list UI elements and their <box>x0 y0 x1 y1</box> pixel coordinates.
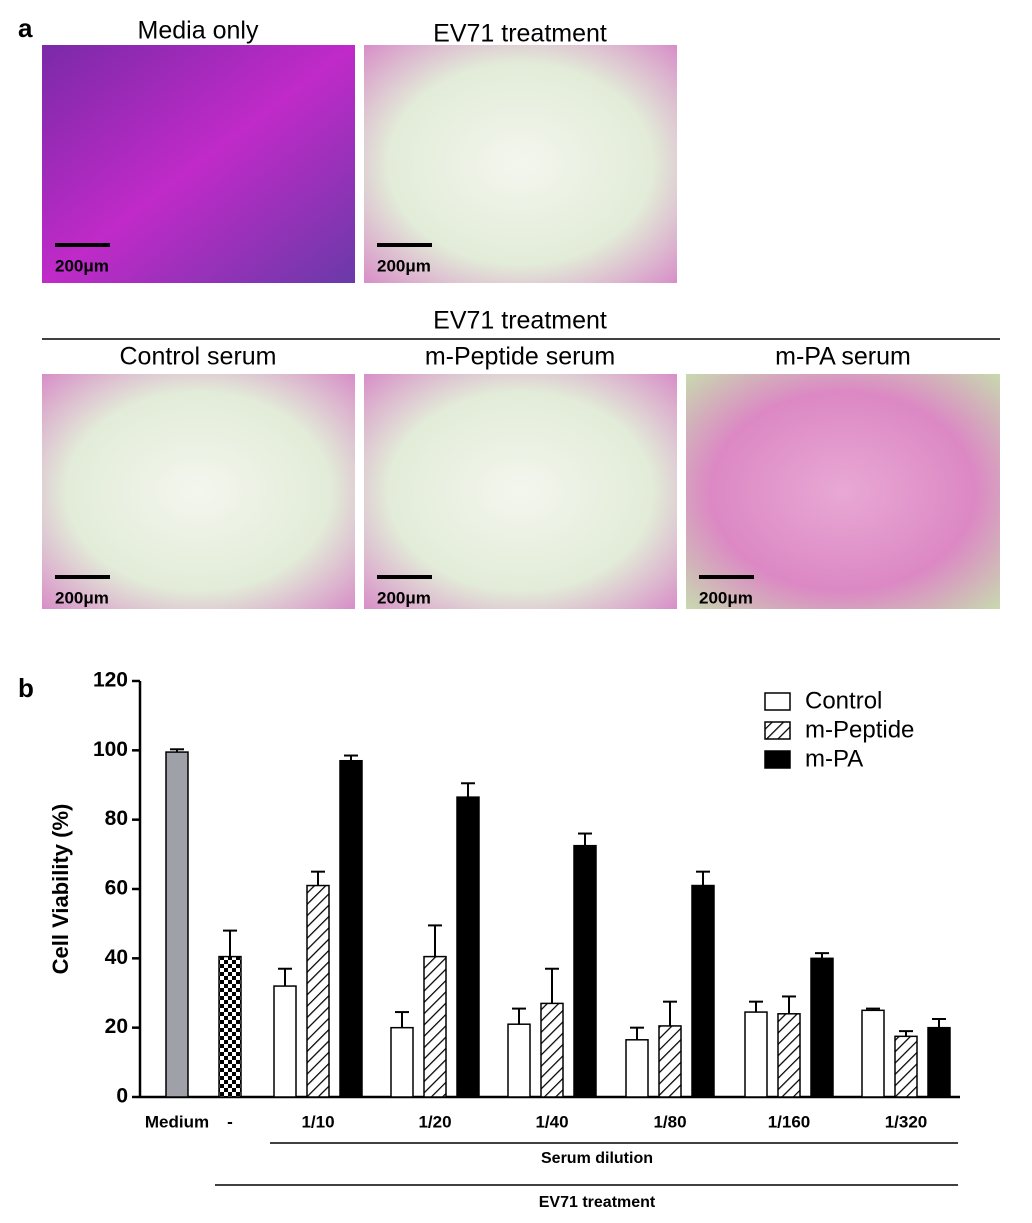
scale-bar-label: 200μm <box>699 588 753 607</box>
y-tick-label: 120 <box>93 669 128 692</box>
legend-swatch <box>764 750 791 769</box>
x-tick-label: - <box>227 1112 233 1131</box>
scale-bar-label: 200μm <box>377 256 431 275</box>
bar <box>456 796 480 1098</box>
bar <box>540 1002 564 1098</box>
micrograph <box>42 45 355 283</box>
bar <box>390 1026 414 1098</box>
y-axis-label: Cell Viability (%) <box>48 804 73 975</box>
y-tick-label: 80 <box>105 807 128 830</box>
x-tick-label: 1/40 <box>535 1112 568 1131</box>
panel-label: b <box>18 673 34 703</box>
y-tick-label: 100 <box>93 738 128 761</box>
legend-label: m-PA <box>805 745 863 772</box>
scale-bar-label: 200μm <box>55 588 109 607</box>
panel-label: a <box>18 13 33 43</box>
bar <box>894 1035 918 1098</box>
annotation: Serum dilution <box>541 1150 653 1167</box>
micrograph <box>364 374 677 609</box>
bar <box>927 1026 951 1098</box>
scale-bar-label: 200μm <box>377 588 431 607</box>
scale-bar-label: 200μm <box>55 256 109 275</box>
bar <box>165 751 189 1098</box>
image-title: Media only <box>138 17 259 45</box>
bar <box>573 844 597 1098</box>
bar <box>861 1009 885 1098</box>
panel-a: a Media only EV71 treatment EV71 treatme… <box>18 13 1000 609</box>
x-tick-label: 1/80 <box>653 1112 686 1131</box>
y-tick-label: 60 <box>105 877 128 900</box>
image-title: Control serum <box>120 343 277 371</box>
legend-label: m-Peptide <box>805 716 914 743</box>
image-title: m-PA serum <box>775 343 911 371</box>
micrograph <box>364 45 677 283</box>
x-tick-label: Medium <box>145 1112 209 1131</box>
bar <box>658 1025 682 1098</box>
y-tick-label: 20 <box>105 1015 128 1038</box>
group-title: EV71 treatment <box>433 307 607 335</box>
bar <box>625 1039 649 1098</box>
bar <box>423 955 447 1098</box>
bar <box>777 1013 801 1098</box>
y-tick-label: 0 <box>116 1085 128 1108</box>
x-tick-label: 1/160 <box>768 1112 811 1131</box>
x-tick-label: 1/10 <box>301 1112 334 1131</box>
x-tick-label: 1/20 <box>418 1112 451 1131</box>
bar <box>744 1011 768 1098</box>
annotation: EV71 treatment <box>539 1194 656 1211</box>
bar <box>273 985 297 1098</box>
legend-swatch <box>764 721 791 740</box>
y-tick-label: 40 <box>105 946 128 969</box>
legend-swatch <box>764 692 791 711</box>
image-title: m-Peptide serum <box>425 343 615 371</box>
micrograph <box>686 374 1000 609</box>
bar <box>691 884 715 1098</box>
x-tick-label: 1/320 <box>885 1112 928 1131</box>
micrograph <box>42 374 355 609</box>
bar <box>507 1023 531 1098</box>
bar <box>218 955 242 1098</box>
bar <box>810 957 834 1098</box>
bar <box>306 884 330 1098</box>
legend-label: Control <box>805 687 882 714</box>
image-title: EV71 treatment <box>433 20 607 48</box>
bar <box>339 759 363 1098</box>
